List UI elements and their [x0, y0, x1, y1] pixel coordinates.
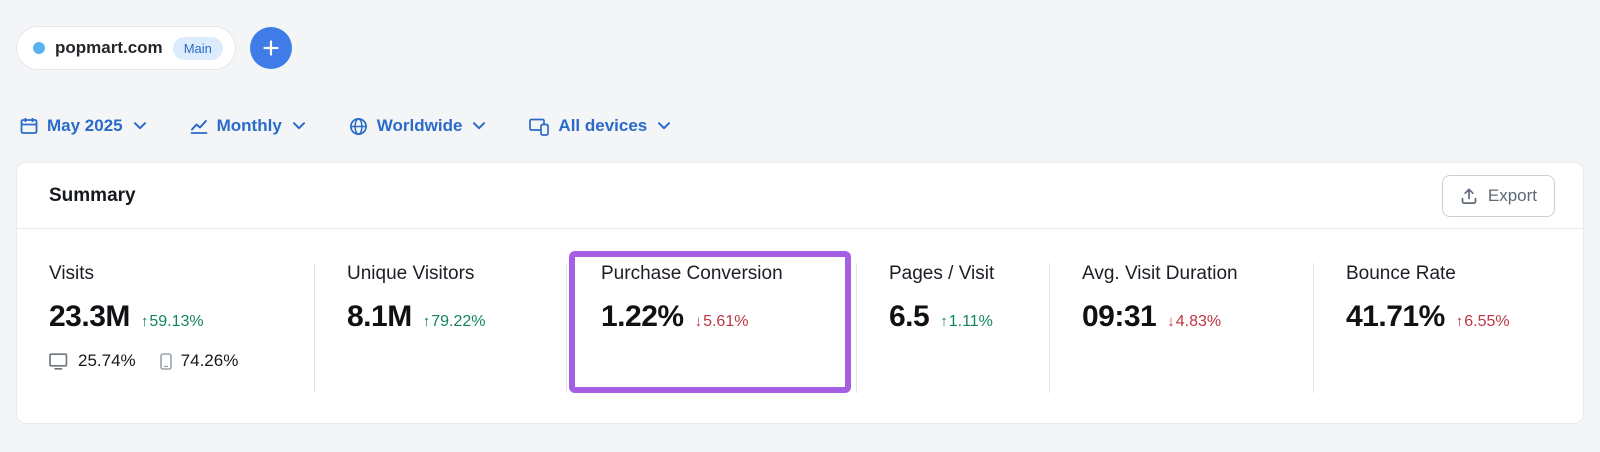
- metric-label: Bounce Rate: [1346, 263, 1456, 284]
- export-button[interactable]: Export: [1441, 174, 1555, 217]
- metric-purchase-conversion: Purchase Conversion 1.22% ↓ 5.61%: [566, 251, 856, 393]
- filter-granularity-label: Monthly: [216, 116, 282, 135]
- filter-location[interactable]: Worldwide: [349, 116, 486, 136]
- plus-icon: [263, 40, 279, 56]
- metric-change-value: 5.61%: [703, 313, 749, 330]
- summary-card: Summary Export Visits 23.3M ↑ 59.13%: [16, 162, 1584, 424]
- metric-pages-per-visit: Pages / Visit 6.5 ↑ 1.11%: [856, 263, 1049, 393]
- metric-label: Avg. Visit Duration: [1082, 263, 1238, 284]
- devices-icon: [529, 117, 550, 136]
- metric-change-value: 59.13%: [149, 313, 204, 330]
- export-button-label: Export: [1487, 185, 1537, 205]
- chevron-down-icon: [292, 122, 305, 130]
- filter-devices[interactable]: All devices: [529, 116, 671, 136]
- main-badge: Main: [172, 36, 223, 60]
- metric-value: 1.22%: [601, 300, 684, 333]
- metric-value: 09:31: [1082, 300, 1157, 333]
- filter-devices-label: All devices: [558, 116, 648, 135]
- domain-name: popmart.com: [55, 38, 163, 57]
- filter-granularity[interactable]: Monthly: [190, 116, 305, 136]
- metric-value: 8.1M: [347, 300, 412, 333]
- globe-icon: [349, 117, 368, 136]
- trend-arrow-icon: ↑: [940, 313, 948, 330]
- metric-change-value: 4.83%: [1175, 313, 1222, 330]
- chevron-down-icon: [133, 122, 146, 130]
- metric-label: Visits: [49, 263, 95, 284]
- mobile-share: 74.26%: [159, 351, 239, 371]
- metric-change: ↓ 5.61%: [695, 313, 749, 331]
- filter-location-label: Worldwide: [376, 116, 463, 135]
- metric-label: Unique Visitors: [347, 263, 475, 284]
- metric-avg-visit-duration: Avg. Visit Duration 09:31 ↓ 4.83%: [1049, 263, 1313, 393]
- desktop-share: 25.74%: [49, 351, 136, 371]
- metric-change: ↑ 1.11%: [940, 313, 993, 331]
- desktop-icon: [49, 352, 69, 370]
- add-domain-button[interactable]: [249, 27, 292, 69]
- metric-change-value: 79.22%: [431, 313, 486, 330]
- summary-title: Summary: [49, 184, 136, 206]
- trend-arrow-icon: ↑: [140, 313, 149, 330]
- mobile-share-value: 74.26%: [180, 351, 239, 370]
- metric-label: Pages / Visit: [889, 263, 995, 284]
- metric-change: ↑ 79.22%: [423, 313, 486, 331]
- filters-row: May 2025 Monthly: [0, 116, 1600, 136]
- metric-bounce-rate: Bounce Rate 41.71% ↑ 6.55%: [1313, 263, 1585, 393]
- mobile-icon: [159, 352, 172, 370]
- domain-chip[interactable]: popmart.com Main: [16, 26, 236, 70]
- chevron-down-icon: [473, 122, 486, 130]
- metric-change-value: 6.55%: [1464, 313, 1510, 330]
- chevron-down-icon: [658, 122, 671, 130]
- line-chart-icon: [190, 117, 208, 135]
- metric-value: 23.3M: [49, 300, 130, 333]
- filter-date[interactable]: May 2025: [20, 116, 146, 136]
- filter-date-label: May 2025: [47, 116, 123, 135]
- metric-visits: Visits 23.3M ↑ 59.13% 25.74%: [17, 263, 314, 393]
- metric-value: 41.71%: [1346, 300, 1445, 333]
- domain-status-dot: [33, 42, 45, 54]
- summary-card-header: Summary Export: [17, 163, 1583, 229]
- metric-change: ↑ 59.13%: [141, 313, 204, 331]
- trend-arrow-icon: ↓: [694, 313, 703, 330]
- trend-arrow-icon: ↓: [1167, 313, 1175, 330]
- metric-change-value: 1.11%: [948, 313, 993, 330]
- export-icon: [1460, 187, 1478, 205]
- metric-change: ↓ 4.83%: [1167, 313, 1221, 331]
- highlight-box: Purchase Conversion 1.22% ↓ 5.61%: [569, 251, 851, 393]
- domain-selector-row: popmart.com Main: [0, 0, 1600, 70]
- metric-unique-visitors: Unique Visitors 8.1M ↑ 79.22%: [314, 263, 566, 393]
- desktop-share-value: 25.74%: [78, 351, 136, 370]
- trend-arrow-icon: ↑: [1455, 313, 1464, 330]
- metric-value: 6.5: [889, 300, 930, 333]
- device-split: 25.74% 74.26%: [49, 351, 314, 371]
- trend-arrow-icon: ↑: [422, 313, 431, 330]
- calendar-icon: [20, 117, 38, 135]
- metric-change: ↑ 6.55%: [1456, 313, 1510, 331]
- metric-label: Purchase Conversion: [601, 263, 783, 284]
- traffic-analytics-page: popmart.com Main May 2025: [0, 0, 1600, 424]
- metrics-row: Visits 23.3M ↑ 59.13% 25.74%: [17, 229, 1583, 393]
